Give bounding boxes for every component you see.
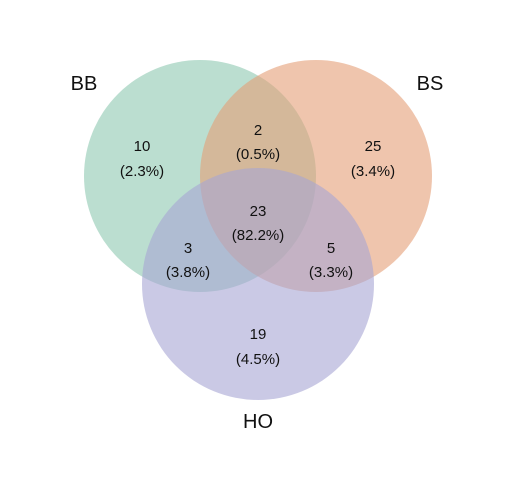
region-bs-ho: 5 (3.3%) (309, 240, 353, 281)
region-count: 2 (254, 122, 262, 139)
set-circles (84, 60, 432, 400)
region-bb-only: 10 (2.3%) (120, 138, 164, 180)
circle-ho (142, 168, 374, 400)
region-ho-only: 19 (4.5%) (236, 326, 280, 368)
region-bb-ho: 3 (3.8%) (166, 240, 210, 281)
set-label-ho: HO (243, 411, 273, 433)
region-percent: (3.3%) (309, 264, 353, 281)
region-count: 10 (134, 138, 151, 155)
region-percent: (4.5%) (236, 351, 280, 368)
region-bb-bs-ho: 23 (82.2%) (232, 203, 285, 244)
region-percent: (2.3%) (120, 163, 164, 180)
region-count: 19 (250, 326, 267, 343)
region-percent: (3.8%) (166, 264, 210, 281)
set-label-bb: BB (71, 73, 98, 95)
region-count: 3 (184, 240, 192, 257)
region-count: 25 (365, 138, 382, 155)
set-label-bs: BS (417, 73, 444, 95)
region-percent: (82.2%) (232, 227, 285, 244)
region-percent: (3.4%) (351, 163, 395, 180)
region-count: 5 (327, 240, 335, 257)
region-bs-only: 25 (3.4%) (351, 138, 395, 180)
region-percent: (0.5%) (236, 146, 280, 163)
region-bb-bs: 2 (0.5%) (236, 122, 280, 163)
region-count: 23 (250, 203, 267, 220)
